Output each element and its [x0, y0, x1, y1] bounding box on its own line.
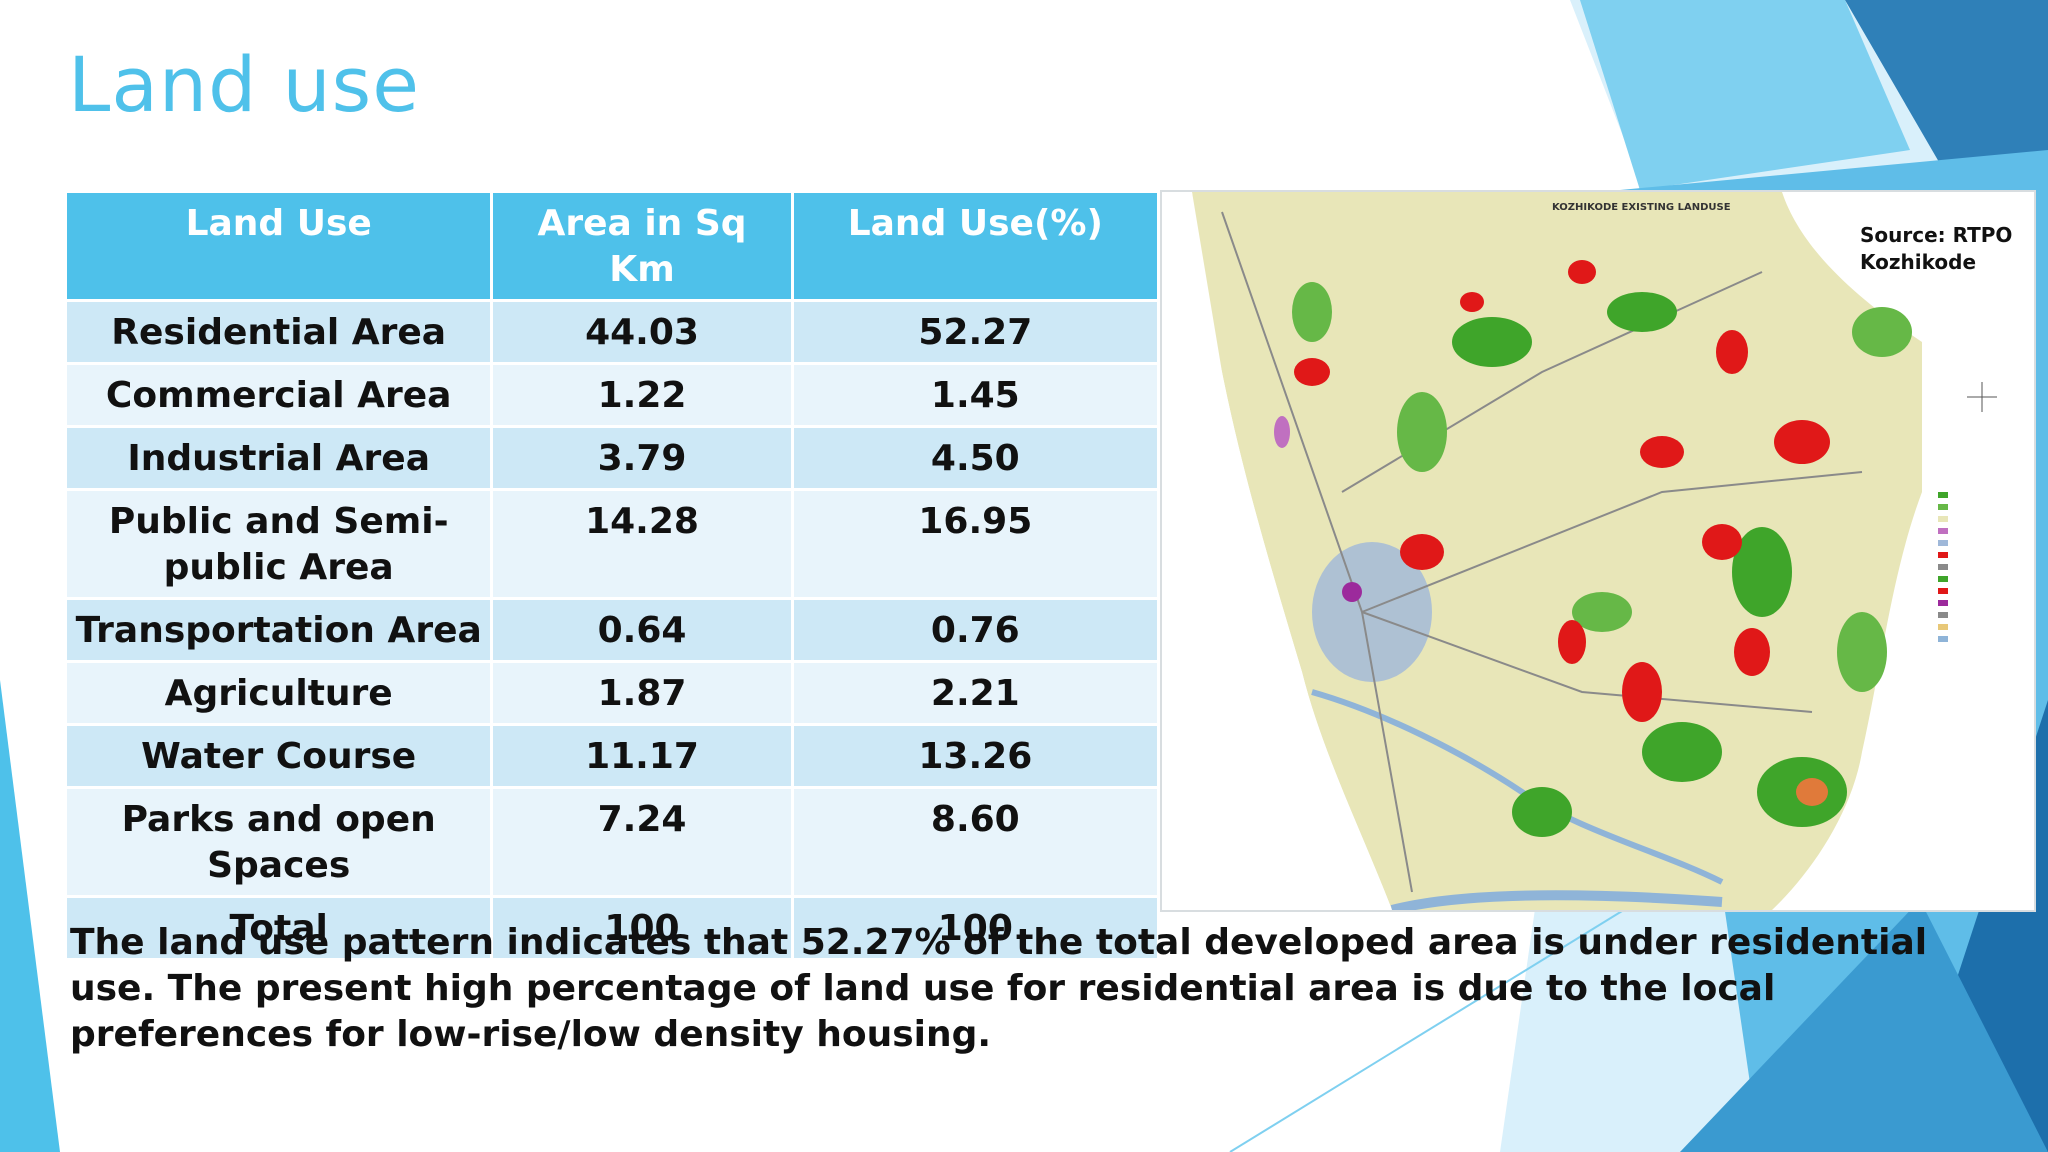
- table-row: Water Course 11.17 13.26: [63, 723, 1161, 789]
- table-row: Commercial Area 1.22 1.45: [63, 362, 1161, 428]
- table-row: Public and Semi-public Area 14.28 16.95: [63, 488, 1161, 600]
- cell-area: 3.79: [490, 425, 794, 491]
- cell-area: 0.64: [490, 597, 794, 663]
- map-source: Source: RTPO Kozhikode: [1860, 222, 2012, 276]
- map-graphic: [1162, 192, 2020, 910]
- table-row-total: Total 100 100: [63, 895, 1161, 961]
- cell-land-use: Agriculture: [63, 660, 494, 726]
- table-header-row: Land Use Area in Sq Km Land Use(%): [63, 190, 1161, 302]
- cell-percent: 0.76: [790, 597, 1161, 663]
- cell-percent: 4.50: [790, 425, 1161, 491]
- header-area: Area in Sq Km: [490, 190, 794, 302]
- cell-area: 44.03: [490, 299, 794, 365]
- cell-area: 11.17: [490, 723, 794, 789]
- land-use-map: KOZHIKODE EXISTING LANDUSE Source: RTPO …: [1160, 190, 2036, 912]
- cell-land-use: Water Course: [63, 723, 494, 789]
- cell-area: 1.87: [490, 660, 794, 726]
- header-percent: Land Use(%): [790, 190, 1161, 302]
- cell-percent: 8.60: [790, 786, 1161, 898]
- cell-land-use: Transportation Area: [63, 597, 494, 663]
- map-title: KOZHIKODE EXISTING LANDUSE: [1552, 202, 1731, 213]
- cell-land-use: Public and Semi-public Area: [63, 488, 494, 600]
- table-row: Transportation Area 0.64 0.76: [63, 597, 1161, 663]
- cell-area: 100: [490, 895, 794, 961]
- cell-land-use: Industrial Area: [63, 425, 494, 491]
- table-row: Parks and open Spaces 7.24 8.60: [63, 786, 1161, 898]
- cell-land-use: Residential Area: [63, 299, 494, 365]
- slide-title: Land use: [68, 40, 421, 129]
- cell-land-use: Parks and open Spaces: [63, 786, 494, 898]
- cell-percent: 52.27: [790, 299, 1161, 365]
- table-row: Industrial Area 3.79 4.50: [63, 425, 1161, 491]
- cell-percent: 16.95: [790, 488, 1161, 600]
- cell-percent: 1.45: [790, 362, 1161, 428]
- source-line-1: Source: RTPO: [1860, 223, 2013, 247]
- source-line-2: Kozhikode: [1860, 250, 1977, 274]
- table-row: Agriculture 1.87 2.21: [63, 660, 1161, 726]
- cell-area: 14.28: [490, 488, 794, 600]
- table-row: Residential Area 44.03 52.27: [63, 299, 1161, 365]
- cell-land-use: Total: [63, 895, 494, 961]
- cell-land-use: Commercial Area: [63, 362, 494, 428]
- cell-percent: 13.26: [790, 723, 1161, 789]
- cell-percent: 100: [790, 895, 1161, 961]
- cell-percent: 2.21: [790, 660, 1161, 726]
- slide-caption: The land use pattern indicates that 52.2…: [70, 922, 1928, 1055]
- header-land-use: Land Use: [63, 190, 494, 302]
- cell-area: 7.24: [490, 786, 794, 898]
- cell-area: 1.22: [490, 362, 794, 428]
- land-use-table: Land Use Area in Sq Km Land Use(%) Resid…: [63, 190, 1161, 961]
